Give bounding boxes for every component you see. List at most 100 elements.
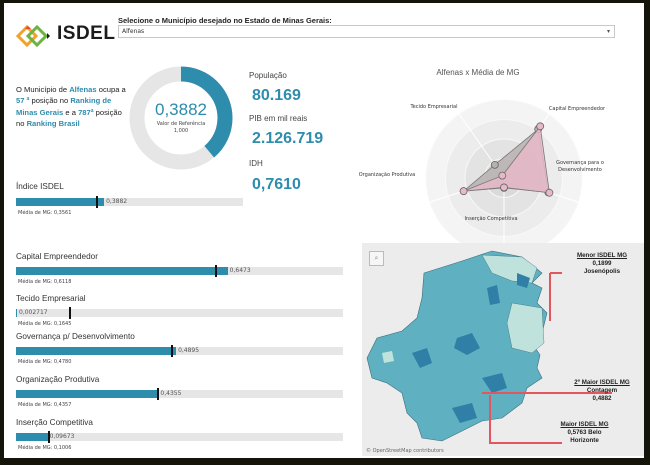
map-svg — [366, 250, 612, 444]
indicator-bar-average: Média de MG: 0,1645 — [18, 321, 72, 327]
bar-average-marker — [68, 307, 71, 319]
bar-average-marker — [47, 431, 50, 443]
annotation-bh-value: 0,5763 Belo — [567, 429, 602, 436]
bar-value: 0,6473 — [229, 267, 251, 274]
isdel-bar-average: Média de MG: 0,3561 — [18, 210, 72, 216]
dropdown-arrow-icon[interactable]: ▾ — [606, 28, 610, 35]
map-region-light — [506, 302, 545, 354]
map-region-dark — [454, 333, 480, 355]
map-region-dark — [452, 403, 477, 423]
isdel-logo: ISDEL — [14, 20, 116, 50]
annotation-menor-value: 0,1899 — [592, 260, 612, 267]
municipality-selector-label: Selecione o Município desejado no Estado… — [118, 16, 332, 25]
indicator-bar-average: Média de MG: 0,4357 — [18, 402, 72, 408]
bar-average-marker — [157, 388, 160, 400]
annotation-contagem-city: Contagem — [586, 387, 618, 394]
bar-average-marker — [171, 345, 174, 357]
indicator-bar: 0,002717 — [16, 307, 343, 319]
municipality-selector-value: Alfenas — [122, 28, 145, 35]
indicator-bar-average: Média de MG: 0,6118 — [18, 279, 72, 285]
bar-value: 0,09673 — [49, 433, 75, 440]
map-region-dark — [487, 285, 500, 305]
donut-value: 0,3882 — [155, 100, 207, 119]
radar-label-organizacao: Organização Produtiva — [358, 172, 416, 178]
donut-value-arc — [129, 66, 233, 170]
municipality-selector[interactable]: Alfenas ▾ — [118, 25, 615, 38]
bar-value: 0,4355 — [160, 390, 182, 397]
kpi-idh-value: 0,7610 — [252, 176, 301, 193]
radar-chart — [425, 99, 583, 243]
bar-fill — [16, 433, 48, 441]
indicator-bar-title: Inserção Competitiva — [16, 418, 93, 427]
radar-title: Alfenas x Média de MG — [436, 68, 520, 77]
map-search-button[interactable]: ⌕ — [369, 251, 384, 266]
map-region-dark — [412, 348, 432, 368]
radar-point[interactable] — [536, 122, 545, 131]
annotation-bh-city: Horizonte — [570, 437, 599, 444]
map-credit[interactable]: © OpenStreetMap contributors — [366, 448, 444, 454]
magnifier-icon: ⌕ — [374, 254, 379, 262]
indicator-bar: 0,6473 — [16, 265, 343, 277]
indicator-bar-average: Média de MG: 0,4780 — [18, 359, 72, 365]
bar-average-marker — [215, 265, 218, 277]
map-region-dark — [517, 273, 530, 288]
ranking-text-part: O Município de — [16, 85, 70, 94]
map-region-light — [382, 351, 394, 363]
ranking-text-part: posição no — [16, 107, 122, 128]
ranking-text-part: ocupa a — [96, 85, 126, 94]
bar-value: 0,002717 — [19, 309, 48, 316]
indicator-bar-average: Média de MG: 0,1006 — [18, 445, 72, 451]
bar-value: 0,3882 — [106, 198, 128, 205]
ranking-city: Alfenas — [69, 85, 97, 94]
isdel-bar-title: Índice ISDEL — [16, 182, 64, 191]
logo-diamonds-icon — [15, 24, 50, 48]
annotation-contagem-value: 0,4882 — [592, 395, 612, 402]
logo-text: ISDEL — [57, 23, 116, 44]
indicator-bar: 0,09673 — [16, 431, 343, 443]
radar-point[interactable] — [545, 188, 554, 197]
radar-label-governanca: Governança para o Desenvolvimento — [556, 160, 604, 173]
ranking-mg-label: Ranking de Minas Gerais — [16, 96, 112, 117]
dashboard: ISDEL Selecione o Município desejado no … — [4, 3, 644, 458]
ranking-mg-position: 57 ª — [16, 96, 30, 106]
bar-average-marker — [95, 196, 98, 208]
bar-fill — [16, 198, 105, 206]
kpi-idh-label: IDH — [249, 159, 263, 168]
donut-reference-value: 1,000 — [173, 128, 189, 134]
donut-reference-label: Valor de Referência — [156, 121, 206, 127]
indicator-bar: 0,4895 — [16, 345, 343, 357]
ranking-text: O Município de Alfenas ocupa a 57 ª posi… — [16, 84, 126, 129]
indicator-bar-title: Organização Produtiva — [16, 375, 100, 384]
donut-reference: Valor de Referência 1,000 — [129, 121, 233, 135]
radar-point[interactable] — [459, 187, 468, 196]
radar-point[interactable] — [500, 183, 508, 192]
radar-label-tecido: Tecido Empresarial — [410, 104, 458, 110]
ranking-text-part: e a — [63, 107, 79, 117]
ranking-text-part: posição no — [29, 96, 71, 106]
annotation-line-bh — [489, 395, 562, 444]
radar-label-insercao: Inserção Competitiva — [464, 216, 518, 222]
minas-gerais-map[interactable]: ⌕ Menor ISDEL MG 0,1899 Josenópolis 2º M… — [362, 243, 644, 456]
indicator-bar-title: Governança p/ Desenvolvimento — [16, 332, 135, 341]
radar-point[interactable] — [498, 171, 507, 180]
annotation-menor-title: Menor ISDEL MG — [576, 252, 628, 259]
bar-value: 0,4895 — [178, 347, 200, 354]
kpi-pib-label: PIB em mil reais — [249, 114, 308, 123]
annotation-bh-title: Maior ISDEL MG — [560, 421, 609, 428]
map-region-dark — [482, 373, 507, 393]
bar-fill — [16, 309, 17, 317]
radar-label-capital: Capital Empreendedor — [548, 106, 606, 112]
annotation-contagem: 2º Maior ISDEL MG Contagem 0,4882 — [567, 379, 637, 403]
ranking-br-label: Ranking Brasil — [26, 118, 80, 128]
indicator-bar-title: Capital Empreendedor — [16, 252, 98, 261]
kpi-pib-value: 2.126.719 — [252, 130, 324, 147]
annotation-bh: Maior ISDEL MG 0,5763 Belo Horizonte — [552, 421, 617, 445]
bar-fill — [16, 390, 159, 398]
bar-fill — [16, 267, 228, 275]
radar-point[interactable] — [490, 160, 499, 169]
ranking-br-position: 787ª — [78, 107, 94, 117]
indicator-bar-title: Tecido Empresarial — [16, 294, 86, 303]
isdel-bar: 0,3882 — [16, 196, 243, 208]
annotation-menor-city: Josenópolis — [583, 268, 621, 275]
kpi-population-value: 80.169 — [252, 87, 301, 104]
